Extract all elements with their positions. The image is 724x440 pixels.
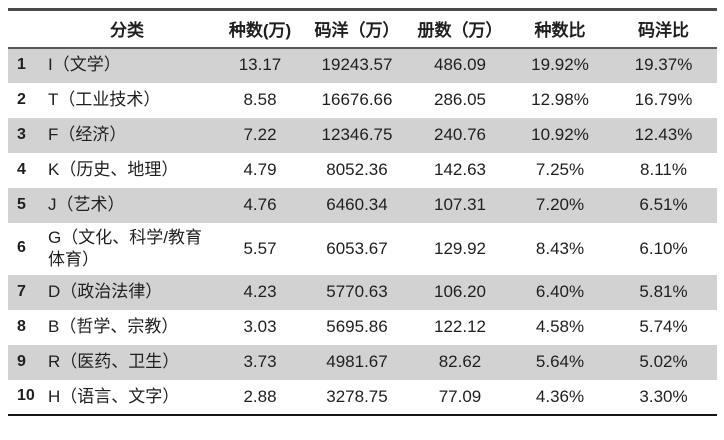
cell-species-ratio: 5.64% <box>535 352 585 372</box>
cell-category: K（历史、地理） <box>48 159 179 179</box>
cell-sales-ratio: 5.81% <box>639 282 688 302</box>
col-header-copies-count: 册数（万） <box>410 9 510 49</box>
cell-sales-value: 8052.36 <box>326 159 388 179</box>
cell-copies-count: 240.76 <box>434 124 486 144</box>
cell-species-count: 3.03 <box>243 317 277 337</box>
cell-species-ratio: 7.20% <box>535 194 585 214</box>
cell-rank: 1 <box>17 56 26 74</box>
cell-rank: 2 <box>17 90 26 108</box>
cell-sales-ratio: 5.74% <box>639 317 688 337</box>
cell-sales-value: 5695.86 <box>326 317 388 337</box>
col-header-sales-ratio: 码洋比 <box>610 9 717 49</box>
cell-sales-value: 16676.66 <box>321 89 393 109</box>
cell-category: H（语言、文字） <box>48 386 180 406</box>
cell-species-ratio: 19.92% <box>531 55 589 75</box>
cell-sales-ratio: 12.43% <box>634 124 693 144</box>
col-header-category: 分类 <box>38 9 216 49</box>
header-row: 分类 种数(万) 码洋（万） 册数（万） 种数比 码洋比 <box>8 9 717 49</box>
cell-sales-value: 3278.75 <box>326 386 388 406</box>
cell-copies-count: 106.20 <box>434 282 486 302</box>
cell-category: F（经济） <box>48 124 127 144</box>
book-category-stats-table: 分类 种数(万) 码洋（万） 册数（万） 种数比 码洋比 1 I（文学） 13.… <box>8 8 717 416</box>
cell-species-ratio: 10.92% <box>531 124 589 144</box>
col-header-species-ratio: 种数比 <box>510 9 610 49</box>
cell-rank: 8 <box>17 317 26 335</box>
cell-copies-count: 122.12 <box>434 317 486 337</box>
cell-species-count: 4.79 <box>243 159 277 179</box>
table-row: 4 K（历史、地理） 4.79 8052.36 142.63 7.25% 8.1… <box>8 152 717 188</box>
cell-species-ratio: 8.43% <box>535 238 585 258</box>
table-row: 1 I（文学） 13.17 19243.57 486.09 19.92% 19.… <box>8 47 717 83</box>
cell-sales-ratio: 16.79% <box>634 89 693 109</box>
cell-category: R（医药、卫生） <box>48 352 180 372</box>
col-header-species-count: 种数(万) <box>216 9 304 49</box>
cell-species-count: 4.76 <box>243 194 277 214</box>
cell-rank: 9 <box>17 352 26 370</box>
table-row: 10 H（语言、文字） 2.88 3278.75 77.09 4.36% 3.3… <box>8 379 717 415</box>
cell-species-ratio: 4.58% <box>535 317 585 337</box>
cell-species-count: 13.17 <box>238 55 282 75</box>
col-header-rank <box>8 9 38 49</box>
cell-sales-value: 6460.34 <box>326 194 388 214</box>
cell-category: B（哲学、宗教） <box>48 317 179 337</box>
col-header-sales-value: 码洋（万） <box>304 9 410 49</box>
cell-copies-count: 82.62 <box>438 352 482 372</box>
cell-species-count: 7.22 <box>243 124 277 144</box>
cell-rank: 4 <box>17 160 26 178</box>
cell-sales-ratio: 6.51% <box>639 194 688 214</box>
cell-species-ratio: 6.40% <box>535 282 585 302</box>
cell-category: D（政治法律） <box>48 282 163 302</box>
table-row: 8 B（哲学、宗教） 3.03 5695.86 122.12 4.58% 5.7… <box>8 309 717 345</box>
cell-species-count: 4.23 <box>243 282 277 302</box>
cell-category: J（艺术） <box>48 194 125 214</box>
cell-species-count: 8.58 <box>243 89 277 109</box>
cell-sales-value: 5770.63 <box>326 282 388 302</box>
cell-copies-count: 77.09 <box>438 386 482 406</box>
table-row: 3 F（经济） 7.22 12346.75 240.76 10.92% 12.4… <box>8 117 717 153</box>
cell-sales-value: 19243.57 <box>321 55 393 75</box>
cell-copies-count: 486.09 <box>434 55 486 75</box>
cell-sales-ratio: 6.10% <box>639 238 688 258</box>
table-body: 1 I（文学） 13.17 19243.57 486.09 19.92% 19.… <box>8 47 717 415</box>
table-row: 9 R（医药、卫生） 3.73 4981.67 82.62 5.64% 5.02… <box>8 344 717 380</box>
table-row: 7 D（政治法律） 4.23 5770.63 106.20 6.40% 5.81… <box>8 274 717 310</box>
cell-rank: 6 <box>17 239 26 257</box>
cell-copies-count: 107.31 <box>434 194 486 214</box>
cell-sales-value: 12346.75 <box>321 124 393 144</box>
cell-sales-ratio: 5.02% <box>639 352 688 372</box>
cell-species-count: 5.57 <box>243 238 277 258</box>
cell-species-ratio: 12.98% <box>531 89 589 109</box>
cell-species-count: 2.88 <box>243 386 277 406</box>
cell-species-ratio: 4.36% <box>535 386 585 406</box>
cell-sales-ratio: 8.11% <box>640 159 687 179</box>
cell-rank: 10 <box>17 387 35 405</box>
cell-species-ratio: 7.25% <box>535 159 585 179</box>
cell-rank: 7 <box>17 282 26 300</box>
table-row: 5 J（艺术） 4.76 6460.34 107.31 7.20% 6.51% <box>8 187 717 223</box>
table-row: 2 T（工业技术） 8.58 16676.66 286.05 12.98% 16… <box>8 82 717 118</box>
cell-category: G（文化、科学/教育体育） <box>48 227 202 269</box>
cell-sales-ratio: 3.30% <box>639 386 688 406</box>
cell-sales-value: 4981.67 <box>326 352 388 372</box>
cell-rank: 3 <box>17 125 26 143</box>
cell-rank: 5 <box>17 195 26 213</box>
table-row: 6 G（文化、科学/教育体育） 5.57 6053.67 129.92 8.43… <box>8 222 717 275</box>
table-header: 分类 种数(万) 码洋（万） 册数（万） 种数比 码洋比 <box>8 9 717 49</box>
cell-copies-count: 286.05 <box>434 89 486 109</box>
cell-sales-ratio: 19.37% <box>634 55 693 75</box>
cell-species-count: 3.73 <box>243 352 277 372</box>
cell-category: T（工业技术） <box>48 89 161 109</box>
cell-sales-value: 6053.67 <box>326 238 388 258</box>
cell-copies-count: 142.63 <box>434 159 486 179</box>
cell-copies-count: 129.92 <box>434 238 486 258</box>
cell-category: I（文学） <box>48 55 121 75</box>
